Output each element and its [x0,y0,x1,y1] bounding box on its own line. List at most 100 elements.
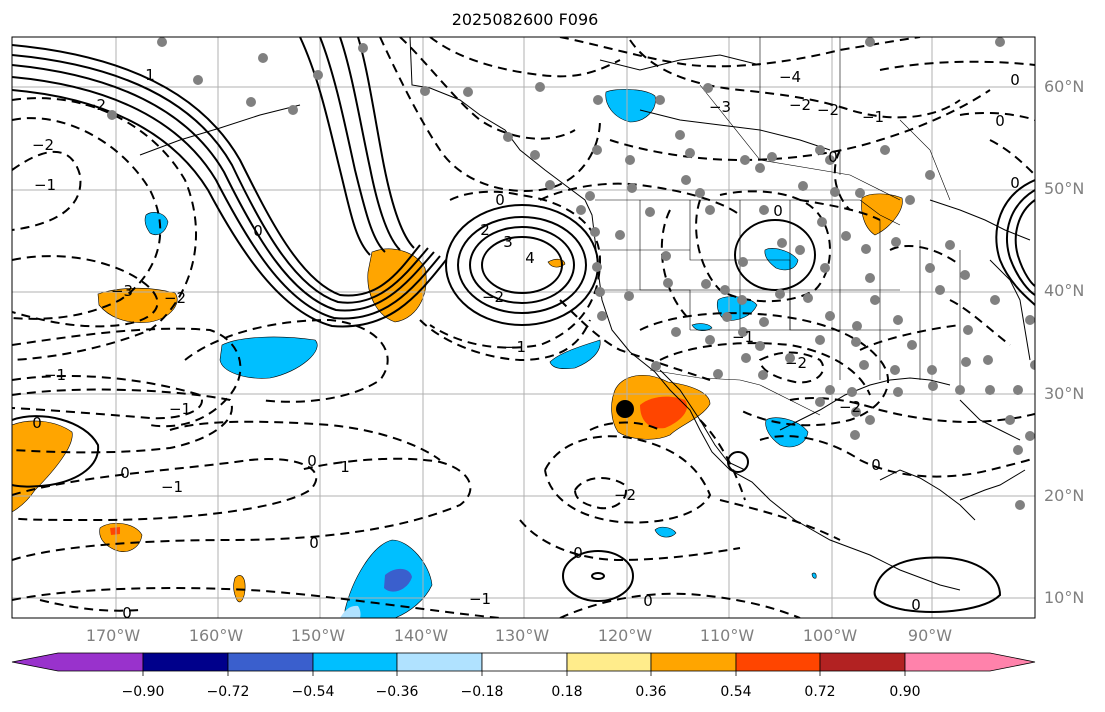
colorbar [11,652,1036,676]
location-marker [616,400,634,418]
colorbar-tick-label: 0.36 [635,684,667,700]
colorbar-segment [566,652,652,672]
lat-label: 50°N [1044,179,1085,198]
colorbar-tick-label: −0.54 [291,684,335,700]
contour-label: 0 [1010,71,1020,89]
orange-region-left-edge [12,420,73,513]
contour-label: −1 [504,338,526,356]
contour-label: −2 [839,398,861,416]
lat-label: 20°N [1044,486,1085,505]
darkblue-spot-lowlat [384,568,412,592]
contour-label: −1 [44,366,66,384]
contour-label: −1 [732,328,754,346]
lat-label: 60°N [1044,77,1085,96]
station-dots [107,37,1035,510]
colorbar-tick-label: −0.90 [121,684,165,700]
colorbar-ticks [142,671,906,676]
lat-lon-grid [12,37,1035,618]
contour-label: −1 [161,478,183,496]
contour-label: 0 [253,222,263,240]
colorbar-tick-label: 0.18 [551,684,583,700]
blue-region-canada [605,89,656,123]
contour-label: −1 [469,590,491,608]
lon-label: 160°W [188,626,244,645]
red-region-baja [640,396,688,429]
colorbar-tick-label: −0.72 [206,684,250,700]
lon-label: 120°W [597,626,653,645]
contour-label: −3 [709,98,731,116]
blue-region-mexico [765,417,809,448]
lon-label: 130°W [494,626,550,645]
colorbar-segment [904,652,1036,672]
contour-label: 0 [871,456,881,474]
lon-label: 170°W [85,626,141,645]
colorbar-segment [396,652,483,672]
colorbar-tick-label: −0.18 [460,684,504,700]
lat-label: 10°N [1044,588,1085,607]
colorbar-segment [819,652,906,672]
map-title: 2025082600 F096 [451,10,599,29]
colorbar-segment [481,652,568,672]
blue-region-small-2 [654,526,677,538]
red-spot-small-1 [110,527,120,535]
contour-label: 1 [340,458,350,476]
colorbar-tick-label: 0.54 [720,684,752,700]
colorbar-segment [312,652,398,672]
contour-label: −1 [862,108,884,126]
contour-label: −2 [84,96,106,114]
blue-region-hawaii-north [219,336,318,379]
colorbar-segment [650,652,737,672]
contour-label: −2 [817,101,839,119]
contour-label: 4 [525,249,535,267]
contour-label: 0 [32,414,42,432]
blue-region-small-4 [811,572,817,579]
contour-label: −2 [164,289,186,307]
contour-label: 0 [995,112,1005,130]
colorbar-segment [11,652,144,672]
contour-label: 0 [911,596,921,614]
lon-label: 90°W [907,626,953,645]
contour-label: −2 [614,486,636,504]
blue-region-socal [549,339,601,370]
contour-label: −2 [482,288,504,306]
contour-label: 0 [773,202,783,220]
contour-label: −4 [779,68,801,86]
contour-label: 0 [120,464,130,482]
solid-contours [12,37,1035,613]
contour-label: −1 [169,400,191,418]
contour-label: −2 [789,96,811,114]
colorbar-tick-label: −0.36 [375,684,419,700]
map-frame [11,36,1036,619]
contour-label: 0 [307,452,317,470]
colorbar-tick-label: 0.90 [889,684,921,700]
contour-label: −3 [111,282,133,300]
orange-region-great-lakes [861,193,903,236]
contour-label: 0 [573,544,583,562]
blue-region-small-3 [691,323,713,331]
contour-label: −2 [32,136,54,154]
colorbar-segment [735,652,821,672]
colorbar-tick-label: 0.72 [804,684,836,700]
lon-label: 140°W [393,626,449,645]
lon-label: 150°W [290,626,346,645]
colorbar-segment [142,652,229,672]
contour-label: 0 [643,592,653,610]
contour-label: 1 [145,66,155,84]
orange-region-west-pacific [97,287,178,323]
lat-label: 30°N [1044,384,1085,403]
contour-label: −1 [34,176,56,194]
contour-label: 0 [828,148,838,166]
lon-label: 110°W [699,626,755,645]
lon-label: 100°W [802,626,858,645]
colorbar-segment [227,652,314,672]
lightblue-edge-lowlat [340,605,361,618]
lat-label: 40°N [1044,281,1085,300]
contour-label: 0 [122,604,132,622]
contour-label: 0 [495,191,505,209]
contour-label: 2 [480,221,490,239]
contour-label: 0 [309,534,319,552]
orange-region-small-1 [99,522,143,552]
contour-label-layer: 0 0 0 0 0 0 0 0 0 0 0 0 0 0 0 0 1 1 −1 −… [32,66,1020,622]
contour-label: −2 [785,354,807,372]
